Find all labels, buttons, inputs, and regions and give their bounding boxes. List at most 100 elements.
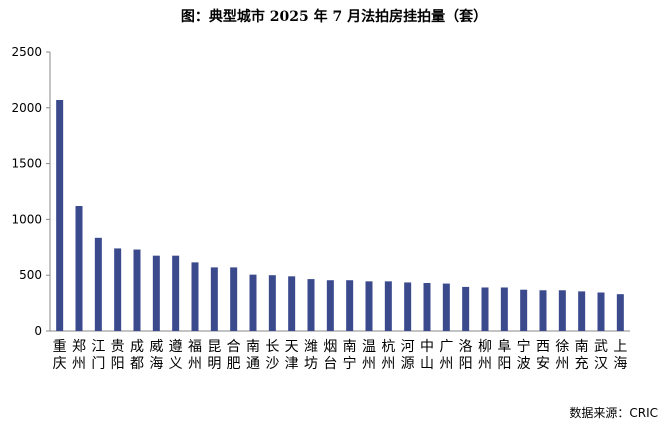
bar [500, 287, 508, 331]
bar [539, 290, 547, 331]
x-tick-label: 贵 [111, 339, 125, 355]
x-tick-label: 柳 [478, 338, 492, 355]
x-tick-label: 汉 [594, 356, 608, 372]
x-tick-label: 成 [130, 339, 144, 355]
y-tick-label: 1500 [11, 157, 42, 171]
bar [94, 237, 102, 331]
x-tick-label: 河 [401, 339, 415, 355]
y-axis: 0 500 1000 1500 2000 2500 [11, 45, 630, 338]
x-tick-label: 洛 [459, 339, 473, 355]
x-tick-label: 徐 [555, 339, 569, 355]
x-tick-label: 中 [420, 339, 434, 355]
x-tick-label: 阳 [497, 356, 511, 372]
bar [558, 290, 566, 331]
y-tick-label: 500 [19, 268, 42, 282]
x-tick-label: 州 [555, 356, 569, 372]
bar [365, 281, 373, 331]
x-tick-label: 海 [149, 356, 163, 372]
x-tick-label: 充 [575, 356, 589, 372]
x-tick-label: 坊 [304, 356, 318, 372]
bar [384, 281, 392, 331]
x-tick-label: 都 [130, 356, 144, 372]
bar [423, 283, 431, 331]
source-note: 数据来源：CRIC [569, 406, 658, 420]
x-tick-label: 通 [246, 356, 260, 372]
bar [404, 282, 412, 331]
x-tick-label: 宁 [343, 355, 357, 372]
x-tick-label: 门 [91, 356, 105, 372]
x-tick-label: 台 [323, 356, 337, 372]
x-tick-label: 州 [381, 356, 395, 372]
x-tick-label: 波 [517, 356, 531, 372]
bar [230, 267, 238, 331]
x-tick-label: 武 [594, 339, 608, 355]
x-axis-labels: 重庆郑州江门贵阳成都威海遵义福州昆明合肥南通长沙天津潍坊烟台南宁温州杭州河源中山… [53, 338, 628, 372]
x-tick-label: 威 [149, 339, 163, 355]
y-tick-label: 2500 [11, 45, 42, 59]
bar [616, 294, 624, 331]
x-tick-label: 义 [169, 356, 183, 372]
bar [578, 291, 586, 331]
bar [481, 287, 489, 331]
x-tick-label: 南 [246, 339, 260, 355]
bars [56, 99, 624, 331]
x-tick-label: 合 [227, 339, 241, 355]
x-tick-label: 广 [439, 339, 453, 355]
bar [56, 99, 64, 331]
y-tick-label: 2000 [11, 101, 42, 115]
bar [442, 283, 450, 331]
y-tick-label: 1000 [11, 212, 42, 226]
bar [268, 275, 276, 331]
x-tick-label: 州 [188, 356, 202, 372]
x-tick-label: 南 [575, 339, 589, 355]
bar [288, 276, 296, 331]
x-tick-label: 阳 [459, 356, 473, 372]
bar [520, 289, 528, 331]
x-tick-label: 宁 [517, 338, 531, 355]
x-tick-label: 海 [613, 356, 627, 372]
x-tick-label: 郑 [72, 339, 86, 355]
bar [75, 206, 83, 331]
x-tick-label: 山 [420, 356, 434, 372]
bar [191, 262, 199, 331]
x-tick-label: 南 [343, 339, 357, 355]
bar [346, 280, 354, 331]
x-tick-label: 西 [536, 339, 550, 355]
x-tick-label: 温 [362, 339, 376, 355]
x-tick-label: 天 [285, 339, 299, 355]
x-tick-label: 明 [207, 356, 221, 372]
bar [597, 292, 605, 331]
chart-title: 图：典型城市 2025 年 7 月法拍房挂拍量（套） [180, 9, 488, 25]
x-tick-label: 福 [188, 339, 202, 355]
x-tick-label: 昆 [207, 339, 221, 355]
x-tick-label: 阜 [497, 338, 511, 355]
x-tick-label: 安 [536, 356, 550, 372]
x-tick-label: 肥 [227, 356, 241, 372]
x-tick-label: 潍 [304, 339, 318, 355]
x-tick-label: 津 [285, 356, 299, 372]
x-tick-label: 庆 [53, 356, 67, 372]
x-tick-label: 沙 [265, 356, 279, 372]
x-tick-label: 州 [439, 356, 453, 372]
x-tick-label: 阳 [111, 356, 125, 372]
bar [249, 274, 257, 331]
x-tick-label: 上 [613, 339, 627, 355]
bar [326, 280, 334, 331]
x-tick-label: 江 [91, 339, 105, 355]
x-tick-label: 杭 [381, 339, 395, 355]
bar [307, 279, 315, 331]
x-tick-label: 州 [362, 356, 376, 372]
bar [172, 255, 180, 331]
x-tick-label: 州 [72, 356, 86, 372]
x-tick-label: 重 [53, 339, 67, 355]
x-tick-label: 源 [401, 356, 415, 372]
bar [210, 267, 218, 331]
bar [462, 286, 470, 331]
y-tick-label: 0 [34, 324, 42, 338]
bar [133, 249, 141, 331]
x-tick-label: 长 [265, 339, 279, 355]
x-tick-label: 烟 [323, 339, 337, 355]
x-tick-label: 遵 [169, 338, 183, 355]
x-tick-label: 州 [478, 356, 492, 372]
